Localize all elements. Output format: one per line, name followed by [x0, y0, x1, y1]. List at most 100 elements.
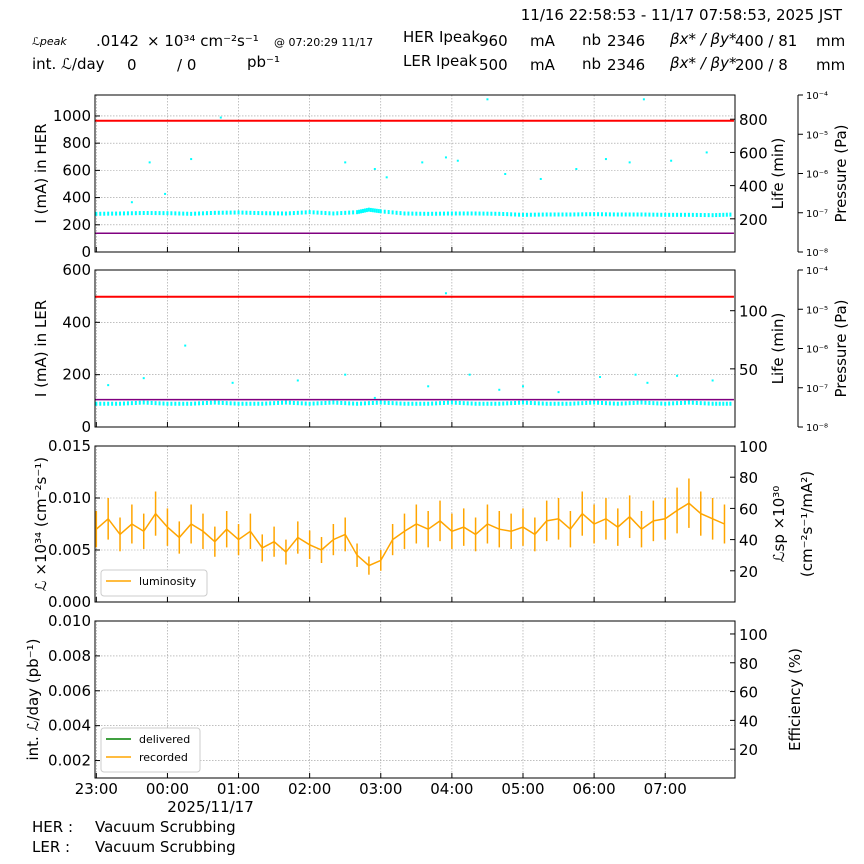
- life-point: [174, 401, 177, 406]
- life-point: [201, 211, 204, 216]
- life-point: [557, 212, 560, 217]
- x-tick-label: 01:00: [217, 780, 260, 798]
- life-point: [130, 401, 133, 406]
- life-point: [466, 401, 469, 406]
- life-point: [213, 400, 216, 405]
- life-point: [486, 211, 489, 216]
- life-point: [462, 401, 465, 406]
- plot-frame: [94, 620, 736, 779]
- life-point: [612, 212, 615, 217]
- life-point: [458, 400, 461, 405]
- life-point: [383, 209, 386, 214]
- her-ipeak-unit: mA: [530, 32, 556, 50]
- life-point: [668, 401, 671, 406]
- life-point: [269, 211, 272, 216]
- life-point: [632, 212, 635, 217]
- life-point: [446, 211, 449, 216]
- life-point: [142, 400, 145, 405]
- life-point: [597, 400, 600, 405]
- life-point: [233, 210, 236, 215]
- life-point: [360, 209, 363, 214]
- life-point: [395, 210, 398, 215]
- life-point: [636, 400, 639, 405]
- life-point: [375, 208, 378, 213]
- x-tick-label: 05:00: [501, 780, 544, 798]
- life-point: [573, 212, 576, 217]
- x-tick-label: 00:00: [146, 780, 189, 798]
- life-point: [358, 209, 361, 214]
- life-point: [553, 212, 556, 217]
- life-point: [284, 211, 287, 216]
- life-point: [699, 212, 702, 217]
- life-point: [458, 211, 461, 216]
- life-point: [725, 212, 728, 217]
- life-point: [703, 213, 706, 218]
- y-tick-label: 0.005: [48, 541, 91, 559]
- life-point: [718, 212, 721, 217]
- life-point: [604, 212, 607, 217]
- life-point: [316, 210, 319, 215]
- life-point: [439, 211, 442, 216]
- life-point: [632, 400, 635, 405]
- life-point: [474, 401, 477, 406]
- life-point: [363, 401, 366, 406]
- life-point: [640, 400, 643, 405]
- life-point: [344, 373, 347, 376]
- life-point: [344, 161, 347, 164]
- life-point: [107, 384, 110, 387]
- life-point: [699, 401, 702, 406]
- life-point: [676, 401, 679, 406]
- life-point: [379, 400, 382, 405]
- life-point: [221, 400, 224, 405]
- life-point: [281, 211, 284, 216]
- life-point: [395, 401, 398, 406]
- y2-tick-label: 200: [739, 211, 768, 229]
- life-point: [577, 212, 580, 217]
- her-beta-value: 400 / 81: [735, 32, 797, 50]
- life-point: [178, 211, 181, 216]
- life-point: [628, 161, 631, 164]
- x-tick-label: 23:00: [75, 780, 118, 798]
- life-point: [446, 400, 449, 405]
- life-point: [265, 211, 268, 216]
- life-point: [265, 401, 268, 406]
- y2-axis-label-unit: (cm⁻²s⁻¹/mA²): [798, 471, 816, 577]
- life-point: [604, 401, 607, 406]
- life-point: [158, 401, 161, 406]
- life-point: [502, 401, 505, 406]
- life-point: [344, 401, 347, 406]
- life-point: [601, 400, 604, 405]
- life-point: [375, 400, 378, 405]
- y-tick-label: 0.015: [48, 437, 91, 455]
- life-point: [577, 401, 580, 406]
- life-point: [111, 401, 114, 406]
- life-point: [604, 158, 607, 161]
- life-point: [468, 373, 471, 376]
- y-tick-label: 1000: [53, 107, 91, 125]
- footer: HER : Vacuum Scrubbing LER : Vacuum Scru…: [32, 818, 236, 856]
- life-point: [225, 210, 228, 215]
- life-point: [624, 401, 627, 406]
- life-point: [107, 401, 110, 406]
- life-point: [138, 211, 141, 216]
- pressure-tick-label: 10⁻⁵: [806, 130, 828, 141]
- life-point: [494, 211, 497, 216]
- life-point: [581, 401, 584, 406]
- life-point: [377, 209, 380, 214]
- life-point: [664, 212, 667, 217]
- life-point: [593, 400, 596, 405]
- y2-axis-label: Life (min): [769, 138, 787, 210]
- life-point: [288, 211, 291, 216]
- life-point: [257, 211, 260, 216]
- life-point: [304, 210, 307, 215]
- life-point: [213, 210, 216, 215]
- life-point: [201, 401, 204, 406]
- life-point: [111, 211, 114, 216]
- life-point: [444, 292, 447, 295]
- life-point: [281, 400, 284, 405]
- life-point: [352, 401, 355, 406]
- life-point: [518, 212, 521, 217]
- life-point: [478, 401, 481, 406]
- life-point: [506, 212, 509, 217]
- panel-integrated: 0.002 0.004 0.006 0.008 0.010 20 40 60 80 100 int.…: [24, 612, 804, 779]
